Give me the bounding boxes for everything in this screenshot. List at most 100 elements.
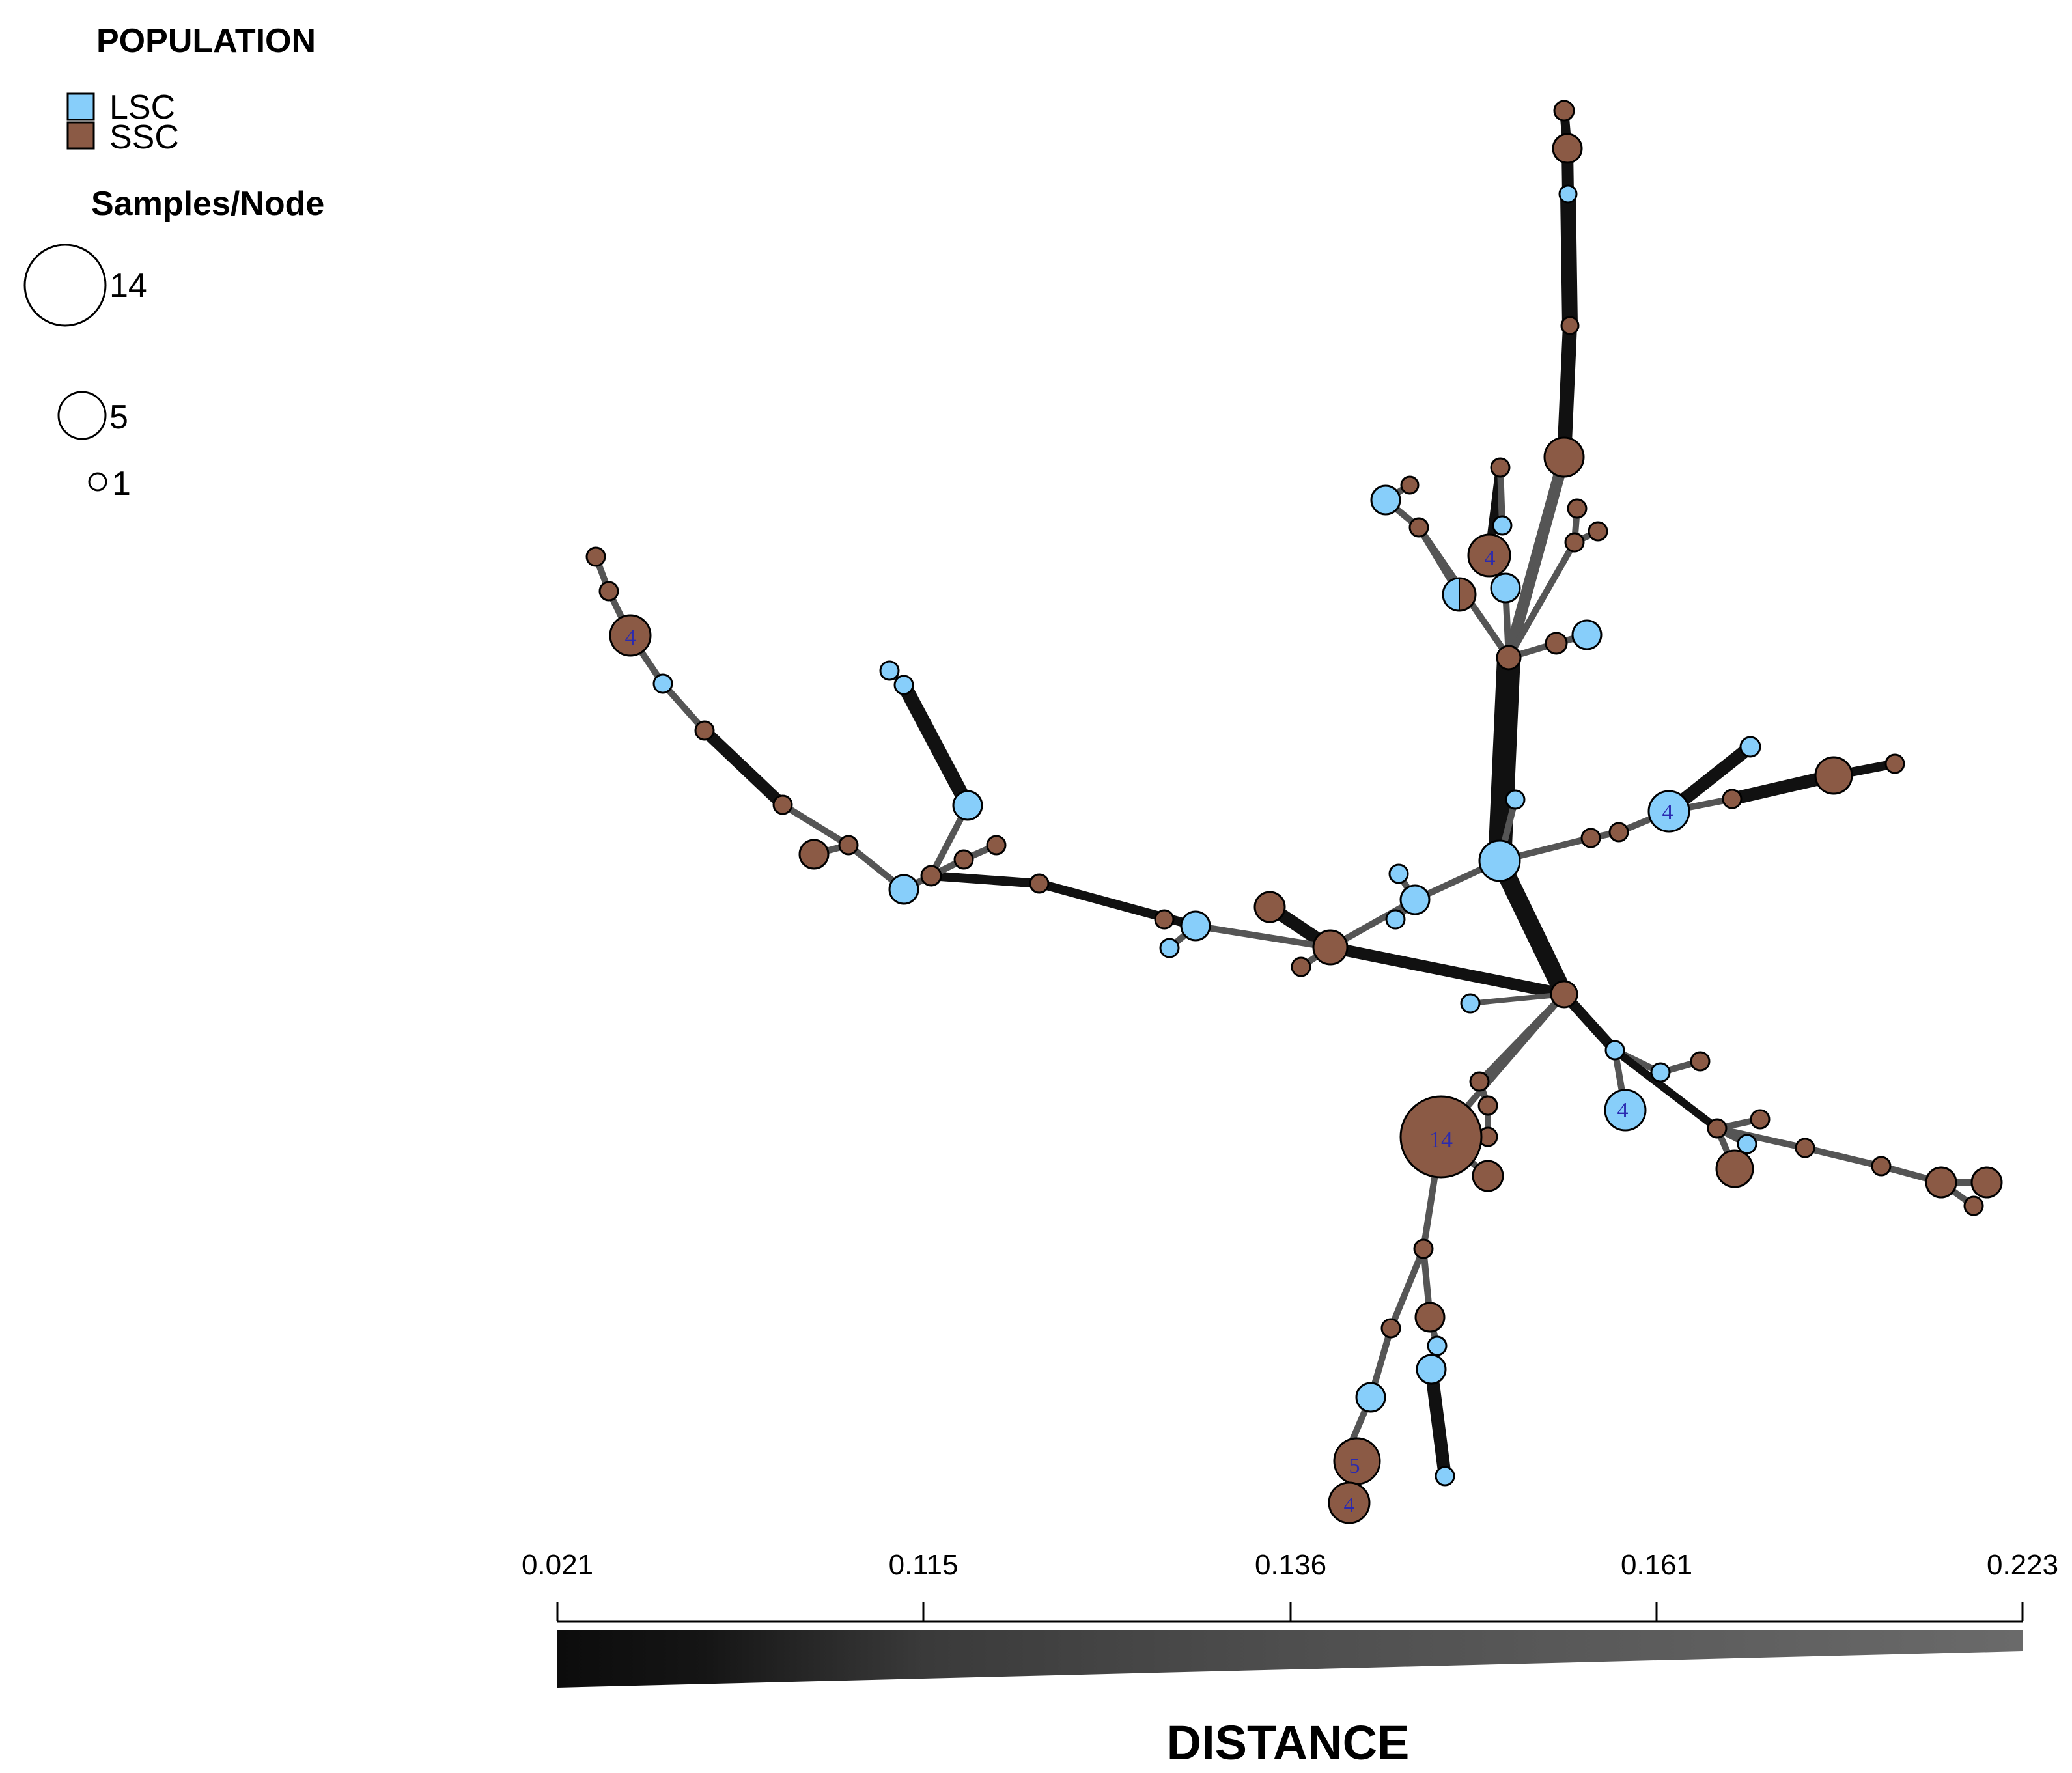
lsc-node xyxy=(1180,910,1211,942)
ssc-node xyxy=(1588,521,1608,542)
tick-label-5: 0.223 xyxy=(1987,1549,2058,1581)
network-edge xyxy=(1192,923,1334,951)
lsc-node xyxy=(952,790,983,821)
lsc-node xyxy=(879,660,900,681)
node-label-central-ssc: 14 xyxy=(1429,1126,1453,1152)
ssc-node xyxy=(1963,1195,1984,1216)
lsc-node xyxy=(1460,993,1481,1014)
ssc-swatch xyxy=(66,121,95,150)
ssc-node xyxy=(1608,822,1629,843)
network-edge xyxy=(699,725,789,811)
size-legend-label-14: 14 xyxy=(109,267,147,305)
ssc-node xyxy=(986,835,1007,856)
network-edge xyxy=(1488,646,1520,873)
lsc-swatch xyxy=(66,92,95,121)
ssc-node xyxy=(1814,756,1853,795)
ssc-node xyxy=(1722,789,1743,809)
lsc-node xyxy=(1505,789,1526,810)
ssc-node xyxy=(1970,1166,2003,1199)
network-edge xyxy=(1557,318,1577,464)
lsc-node xyxy=(1650,1062,1671,1083)
lsc-node xyxy=(1385,909,1406,930)
lsc-node xyxy=(1159,938,1180,958)
network-nodes xyxy=(585,100,2003,1524)
network-edge xyxy=(1491,852,1573,1003)
tick-label-4: 0.161 xyxy=(1621,1549,1692,1581)
network-edge xyxy=(927,871,1044,888)
ssc-node xyxy=(1399,1095,1483,1179)
lsc-node xyxy=(1388,863,1409,884)
network-edge xyxy=(1503,451,1570,663)
network-edge xyxy=(1802,1145,1884,1169)
lsc-node xyxy=(1355,1382,1386,1413)
network-edge xyxy=(1505,539,1578,661)
tick-label-2: 0.115 xyxy=(889,1549,959,1581)
lsc-node xyxy=(1370,484,1401,516)
lsc-node xyxy=(893,675,914,695)
ssc-node xyxy=(798,839,830,870)
size-legend-circle-14 xyxy=(23,244,107,327)
ssc-node xyxy=(1413,1238,1434,1259)
lsc-node xyxy=(1478,839,1521,882)
ssc-node xyxy=(1690,1051,1711,1072)
ssc-node xyxy=(1312,929,1349,966)
ssc-node xyxy=(1472,1160,1504,1192)
ssc-node xyxy=(1567,498,1588,519)
lsc-legend-label: LSC xyxy=(109,89,175,126)
network-edge xyxy=(1714,1125,1808,1151)
lsc-node xyxy=(1604,1089,1647,1132)
node-label-bottom-ssc: 4 xyxy=(1344,1493,1355,1517)
lsc-node xyxy=(652,673,673,694)
lsc-node xyxy=(1647,790,1690,833)
ssc-node xyxy=(1925,1166,1957,1199)
ssc-node xyxy=(694,720,715,741)
lsc-node xyxy=(1558,184,1578,204)
lsc-node xyxy=(1604,1040,1625,1061)
ssc-node xyxy=(1328,1481,1371,1524)
network-edge xyxy=(660,680,708,734)
ssc-node xyxy=(1560,316,1580,335)
size-legend-circle-1 xyxy=(88,472,107,492)
node-label-top-ssc: 4 xyxy=(1485,546,1496,570)
ssc-node xyxy=(598,581,619,602)
network-edge xyxy=(1468,992,1567,1006)
node-label-bottom-mixed: 5 xyxy=(1349,1454,1360,1478)
ssc-node xyxy=(1467,533,1511,578)
ssc-node xyxy=(1380,1318,1401,1339)
population-legend-title: POPULATION xyxy=(96,22,316,60)
ssc-node xyxy=(1715,1149,1754,1188)
lsc-node xyxy=(1739,736,1761,758)
ssc-node xyxy=(1795,1138,1815,1158)
ssc-node xyxy=(920,865,942,887)
ssc-legend-label: SSC xyxy=(109,119,179,156)
legend: POPULATION LSC SSC Samples/Node 14 5 1 xyxy=(23,22,324,503)
ssc-node xyxy=(1154,909,1175,930)
network-edge xyxy=(1425,1363,1451,1483)
ssc-node xyxy=(1414,1302,1446,1333)
ssc-node xyxy=(1029,873,1050,894)
network-edge xyxy=(779,802,852,848)
ssc-node xyxy=(1408,517,1429,538)
size-legend-title: Samples/Node xyxy=(91,185,324,223)
node-count-labels: 4 4 14 4 4 5 4 xyxy=(625,546,1673,1517)
network-edges xyxy=(593,106,1990,1506)
ssc-node xyxy=(1580,828,1601,848)
distance-gradient-wedge xyxy=(557,1630,2023,1688)
node-label-right-lsc: 4 xyxy=(1662,800,1673,824)
ssc-node xyxy=(772,794,793,815)
ssc-node xyxy=(1552,133,1583,164)
ssc-node xyxy=(1871,1156,1892,1177)
size-legend-label-1: 1 xyxy=(112,465,131,503)
lsc-node xyxy=(1571,619,1603,650)
size-legend-circle-5 xyxy=(57,391,107,440)
network-edge xyxy=(1611,1046,1721,1132)
lsc-node xyxy=(1737,1134,1757,1154)
distance-scale-title: DISTANCE xyxy=(1167,1716,1410,1770)
node-label-lower-lsc: 4 xyxy=(1617,1098,1629,1123)
ssc-node xyxy=(1477,1095,1498,1116)
lsc-node xyxy=(1399,884,1431,915)
lsc-node xyxy=(888,874,919,905)
distance-scale: 0.021 0.115 0.136 0.161 0.223 DISTANCE xyxy=(522,1549,2058,1770)
ssc-node xyxy=(953,849,974,870)
